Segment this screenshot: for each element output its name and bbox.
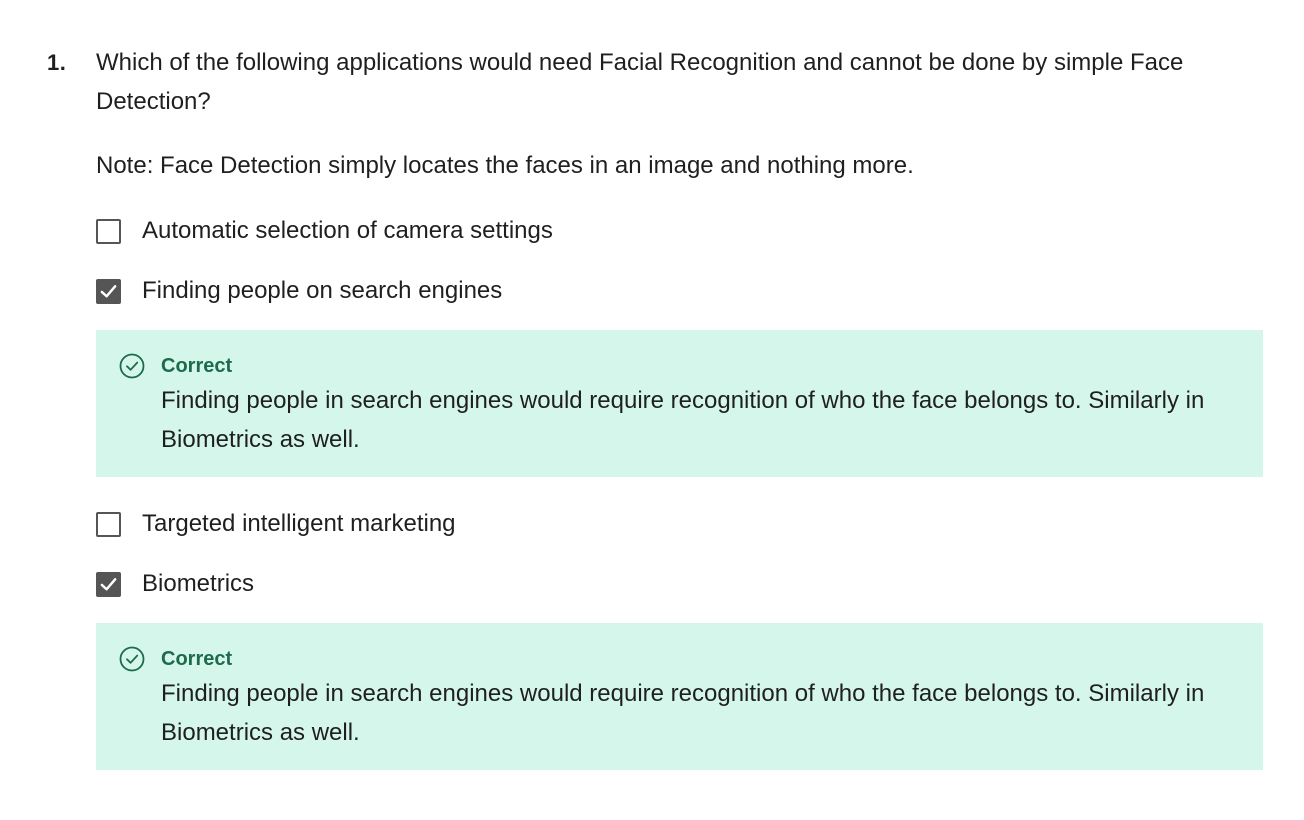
- check-circle-icon: [119, 646, 145, 672]
- check-circle-icon: [119, 353, 145, 379]
- checkbox-unchecked-icon[interactable]: [96, 218, 121, 244]
- option-automatic-camera-settings[interactable]: Automatic selection of camera settings: [96, 215, 553, 247]
- feedback-status: Correct: [161, 355, 233, 377]
- checkbox-checked-icon[interactable]: [96, 278, 121, 304]
- feedback-correct: Correct Finding people in search engines…: [96, 330, 1263, 477]
- feedback-explanation: Finding people in search engines would r…: [161, 680, 1205, 746]
- option-targeted-intelligent-marketing[interactable]: Targeted intelligent marketing: [96, 508, 456, 540]
- question-note: Note: Face Detection simply locates the …: [96, 152, 914, 179]
- option-label: Automatic selection of camera settings: [142, 217, 553, 244]
- option-label: Finding people on search engines: [142, 277, 503, 304]
- option-finding-people-search-engines[interactable]: Finding people on search engines: [96, 275, 502, 307]
- checkbox-checked-icon[interactable]: [96, 571, 121, 597]
- option-label: Biometrics: [142, 570, 255, 597]
- question-text: Which of the following applications woul…: [96, 49, 1184, 115]
- feedback-status: Correct: [161, 648, 233, 670]
- feedback-correct: Correct Finding people in search engines…: [96, 623, 1263, 770]
- feedback-explanation: Finding people in search engines would r…: [161, 387, 1205, 453]
- question-number: 1.: [47, 50, 67, 75]
- checkbox-unchecked-icon[interactable]: [96, 511, 121, 537]
- option-label: Targeted intelligent marketing: [142, 510, 456, 537]
- option-biometrics[interactable]: Biometrics: [96, 568, 254, 600]
